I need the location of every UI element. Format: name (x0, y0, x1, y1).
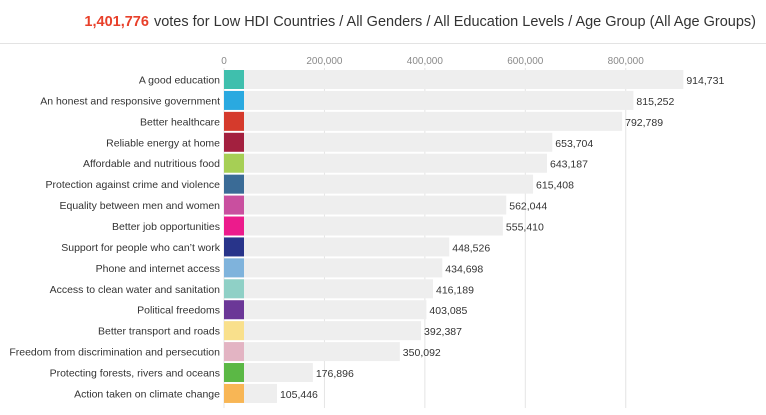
category-icon (224, 300, 244, 320)
category-label: Affordable and nutritious food (83, 158, 220, 170)
bar (224, 300, 427, 320)
value-label: 434,698 (445, 263, 483, 275)
category-icon (224, 111, 244, 131)
bar (224, 174, 534, 194)
category-label: Better transport and roads (98, 326, 220, 338)
bar (224, 342, 400, 362)
category-label: Protection against crime and violence (45, 179, 220, 191)
category-icon (224, 90, 244, 110)
x-tick-label: 200,000 (306, 56, 343, 67)
bar (224, 70, 684, 89)
bar (224, 321, 422, 341)
bar (224, 90, 634, 110)
bar (224, 111, 623, 131)
category-label: A good education (139, 75, 220, 87)
category-label: Protecting forests, rivers and oceans (50, 368, 220, 380)
value-label: 555,410 (506, 222, 544, 234)
category-icon (224, 279, 244, 299)
value-label: 815,252 (636, 96, 674, 108)
category-label: Support for people who can’t work (61, 242, 221, 254)
value-label: 392,387 (424, 326, 462, 338)
category-label: Freedom from discrimination and persecut… (9, 347, 220, 359)
category-label: Political freedoms (137, 305, 220, 317)
value-label: 403,085 (429, 305, 467, 317)
category-icon (224, 342, 244, 362)
value-label: 562,044 (509, 201, 547, 213)
category-label: Phone and internet access (96, 263, 220, 275)
value-label: 448,526 (452, 242, 490, 254)
header-divider (0, 43, 766, 44)
bar (224, 258, 443, 278)
value-label: 792,789 (625, 117, 663, 129)
value-label: 176,896 (316, 368, 354, 380)
x-tick-label: 0 (221, 56, 227, 67)
x-tick-label: 800,000 (608, 56, 645, 67)
value-label: 350,092 (403, 347, 441, 359)
category-icon (224, 321, 244, 341)
bar (224, 237, 450, 257)
category-icon (224, 258, 244, 278)
x-tick-label: 600,000 (507, 56, 544, 67)
bar (224, 363, 313, 383)
total-votes: 1,401,776 (84, 14, 149, 30)
category-icon (224, 70, 244, 89)
value-label: 615,408 (536, 180, 574, 192)
category-label: Access to clean water and sanitation (50, 284, 221, 296)
value-label: 416,189 (436, 284, 474, 296)
category-icon (224, 174, 244, 194)
bar (224, 195, 507, 215)
category-icon (224, 195, 244, 215)
category-label: Equality between men and women (59, 200, 220, 212)
value-label: 643,187 (550, 159, 588, 171)
category-label: Better healthcare (140, 116, 220, 128)
category-icon (224, 383, 244, 403)
value-label: 105,446 (280, 389, 318, 401)
bar (224, 216, 503, 236)
category-label: Better job opportunities (112, 221, 220, 233)
category-label: Action taken on climate change (74, 388, 220, 400)
category-label: An honest and responsive government (40, 95, 220, 107)
bar (224, 279, 433, 299)
category-label: Reliable energy at home (106, 137, 220, 149)
bar (224, 132, 553, 152)
bar (224, 153, 547, 173)
x-tick-label: 400,000 (407, 56, 444, 67)
value-label: 914,731 (686, 75, 724, 87)
filter-description: votes for Low HDI Countries / All Gender… (153, 14, 756, 30)
category-icon (224, 153, 244, 173)
value-label: 653,704 (555, 138, 593, 150)
category-icon (224, 363, 244, 383)
category-icon (224, 237, 244, 257)
chart-header: 1,401,776 votes for Low HDI Countries / A… (0, 14, 756, 30)
category-icon (224, 216, 244, 236)
category-icon (224, 132, 244, 152)
